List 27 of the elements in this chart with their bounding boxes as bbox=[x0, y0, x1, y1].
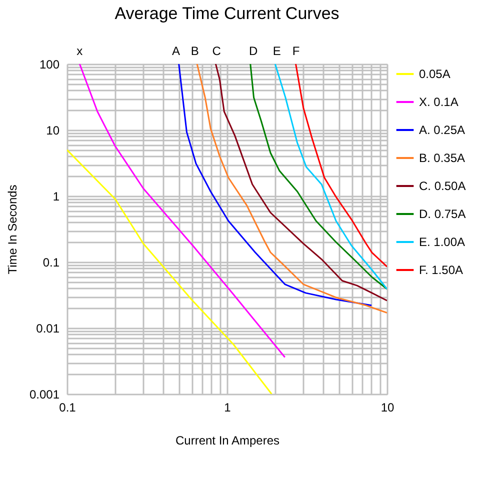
chart-title: Average Time Current Curves bbox=[114, 4, 340, 23]
annotation: C bbox=[212, 44, 222, 58]
y-tick-label: 1 bbox=[52, 190, 60, 204]
y-tick-label: 0.1 bbox=[42, 256, 60, 270]
legend-label: B. 0.35A bbox=[419, 151, 466, 165]
annotation: E bbox=[272, 44, 281, 58]
legend-label: C. 0.50A bbox=[419, 179, 466, 193]
legend-label: D. 0.75A bbox=[419, 207, 466, 221]
legend-label: F. 1.50A bbox=[419, 263, 464, 277]
legend-label: A. 0.25A bbox=[419, 123, 466, 137]
x-tick-label: 1 bbox=[224, 400, 232, 414]
y-axis-title: Time In Seconds bbox=[5, 184, 20, 274]
legend-label: X. 0.1A bbox=[419, 95, 458, 109]
x-tick-label: 10 bbox=[380, 400, 394, 414]
x-tick-label: 0.1 bbox=[59, 400, 76, 414]
annotation: x bbox=[76, 44, 83, 58]
annotation: D bbox=[248, 44, 258, 58]
legend-label: 0.05A bbox=[419, 67, 450, 81]
legend-label: E. 1.00A bbox=[419, 235, 466, 249]
annotation: A bbox=[172, 44, 180, 58]
y-tick-label: 0.01 bbox=[36, 322, 60, 336]
annotation: F bbox=[292, 44, 300, 58]
annotation: B bbox=[190, 44, 199, 58]
y-tick-label: 10 bbox=[46, 124, 60, 138]
y-tick-label: 0.001 bbox=[29, 388, 60, 402]
x-axis-title: Current In Amperes bbox=[175, 434, 280, 448]
y-tick-label: 100 bbox=[39, 58, 60, 72]
